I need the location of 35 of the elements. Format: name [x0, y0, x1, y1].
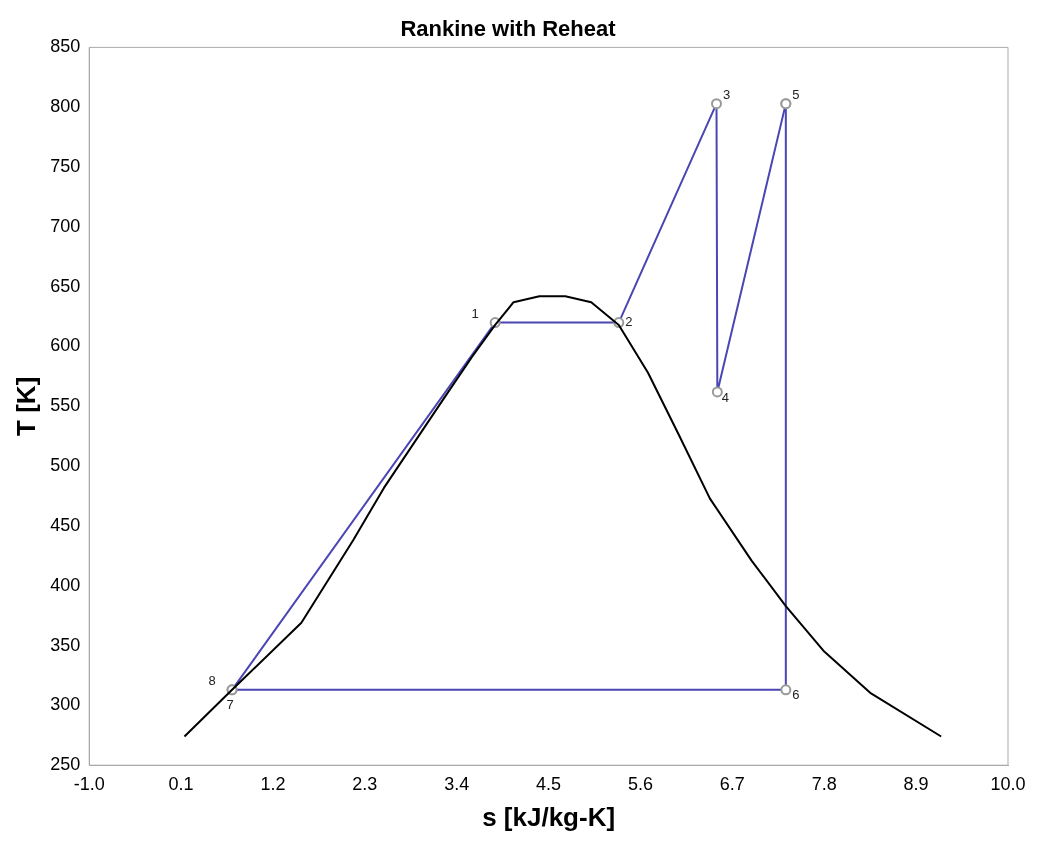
y-tick-label: 300	[50, 694, 81, 715]
x-tick-label: 0.1	[168, 773, 194, 794]
y-tick-label: 800	[50, 96, 81, 117]
x-tick-label: 10.0	[990, 773, 1026, 794]
x-tick-label: 5.6	[627, 773, 654, 794]
chart-title: Rankine with Reheat	[400, 16, 617, 42]
x-axis-title: s [kJ/kg-K]	[482, 801, 616, 832]
y-tick-label: 500	[50, 455, 81, 476]
annotation: 3	[722, 87, 731, 103]
y-tick-label: 550	[50, 395, 81, 416]
annotation: 2	[625, 314, 633, 330]
annotation: 8	[208, 673, 216, 689]
y-tick-label: 350	[50, 634, 81, 655]
y-axis-title: T [K]	[10, 376, 41, 436]
x-tick-label: 1.2	[260, 773, 286, 794]
y-tick-label: 700	[50, 215, 81, 236]
x-tick-label: 7.8	[811, 773, 837, 794]
y-tick-label: 850	[50, 36, 81, 57]
y-tick-label: 450	[50, 514, 81, 535]
annotation: 7	[226, 697, 234, 713]
y-tick-label: 250	[50, 754, 81, 775]
x-tick-label: 6.7	[719, 773, 745, 794]
x-tick-label: 8.9	[903, 773, 929, 794]
x-tick-label: 3.4	[444, 773, 470, 794]
annotation: 1	[471, 306, 479, 322]
x-tick-label: 2.3	[352, 773, 378, 794]
x-tick-label: -1.0	[73, 773, 105, 794]
y-tick-label: 400	[50, 574, 81, 595]
y-tick-label: 600	[50, 335, 81, 356]
x-tick-label: 4.5	[536, 773, 562, 794]
y-tick-label: 750	[50, 156, 81, 176]
annotation: 4	[721, 389, 729, 405]
annotation: 6	[792, 687, 800, 703]
y-tick-label: 650	[50, 275, 81, 296]
annotation: 5	[792, 87, 800, 103]
